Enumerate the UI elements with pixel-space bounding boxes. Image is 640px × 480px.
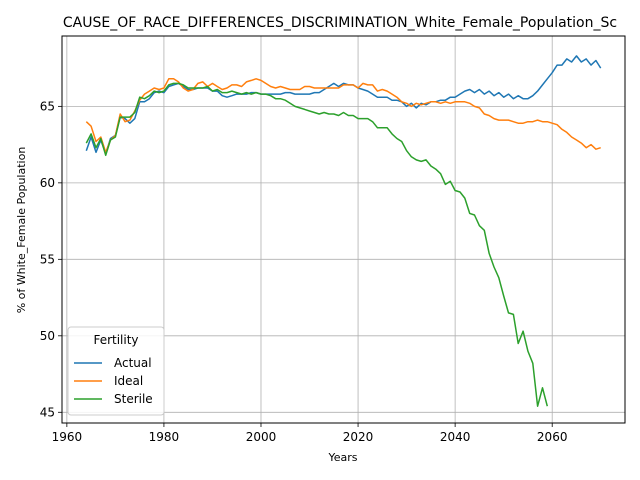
y-axis-title: % of White_Female Population xyxy=(15,147,28,314)
y-tick-label: 50 xyxy=(40,329,55,343)
legend-label-sterile: Sterile xyxy=(114,392,153,406)
legend: Fertility Actual Ideal Sterile xyxy=(67,326,165,416)
x-tick-label: 1980 xyxy=(149,430,180,444)
series-line-ideal xyxy=(85,78,601,154)
y-tick-label: 65 xyxy=(40,99,55,113)
x-axis-title: Years xyxy=(327,451,357,464)
x-tick-label: 2000 xyxy=(246,430,277,444)
legend-label-actual: Actual xyxy=(114,356,152,370)
series-line-sterile xyxy=(85,82,549,407)
legend-box xyxy=(67,326,165,416)
y-axis: 45 50 55 60 65 xyxy=(40,99,62,419)
x-axis: 1960 1980 2000 2020 2040 2060 xyxy=(52,423,568,444)
x-tick-label: 2060 xyxy=(537,430,568,444)
series-line-actual xyxy=(85,55,602,155)
legend-items: Actual Ideal Sterile xyxy=(74,356,153,406)
x-tick-label: 2040 xyxy=(440,430,471,444)
plot-frame xyxy=(61,35,626,424)
chart-title: CAUSE_OF_RACE_DIFFERENCES_DISCRIMINATION… xyxy=(63,15,617,31)
y-tick-label: 60 xyxy=(40,176,55,190)
legend-label-ideal: Ideal xyxy=(114,374,143,388)
x-tick-label: 2020 xyxy=(343,430,374,444)
x-tick-label: 1960 xyxy=(52,430,83,444)
series-lines xyxy=(85,55,602,407)
y-tick-label: 45 xyxy=(40,405,55,419)
y-tick-label: 55 xyxy=(40,252,55,266)
legend-title: Fertility xyxy=(93,333,138,347)
